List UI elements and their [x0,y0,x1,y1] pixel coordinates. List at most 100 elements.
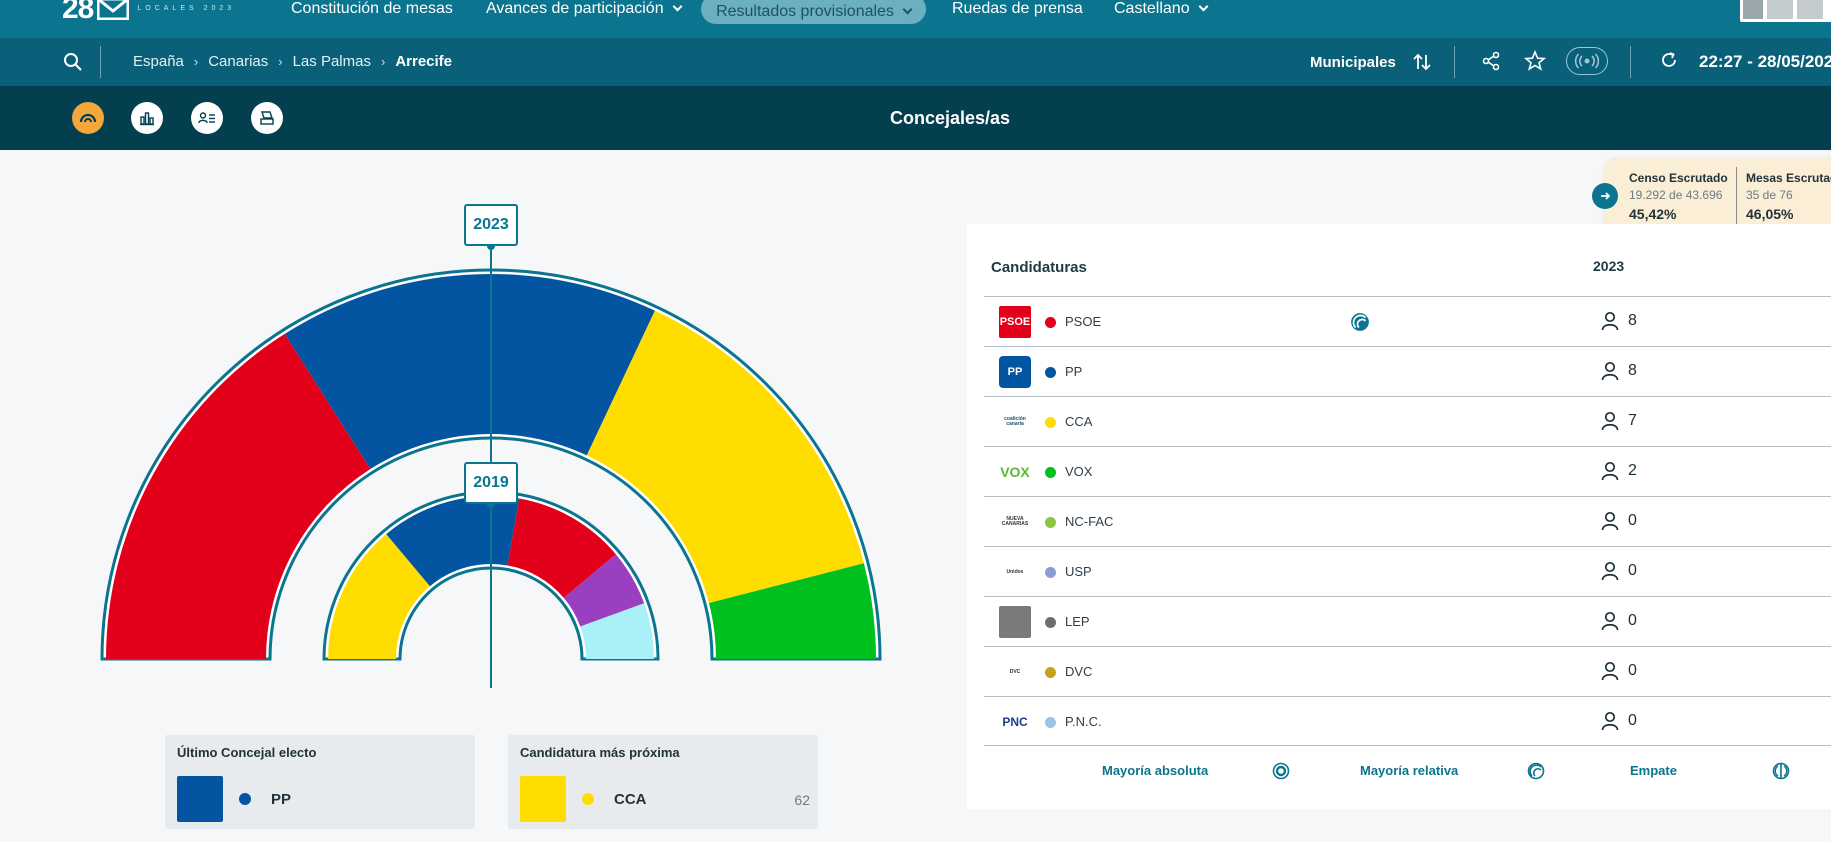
mesas-title: Mesas Escrutadas [1746,171,1831,185]
live-broadcast-icon[interactable] [1566,47,1608,75]
hemicycle-segment-2019-s0 [328,534,430,659]
table-row[interactable]: PNC P.N.C. 0 [984,696,1831,746]
breadcrumb-las-palmas[interactable]: Las Palmas [292,53,371,70]
election-type-label[interactable]: Municipales [1310,54,1396,71]
party-color-dot [1045,717,1056,728]
elecciones-logo[interactable]: 28 LOCALES 2023 [62,0,236,25]
view-candidates-button[interactable] [191,102,223,134]
closest-candidate-party: CCA [614,791,647,808]
tie-icon [1772,762,1790,780]
party-name: DVC [1065,664,1093,679]
censo-escrutado: Censo Escrutado 19.292 de 43.696 45,42% [1629,171,1728,222]
last-elected-color-swatch [177,776,223,822]
mesas-escrutadas: Mesas Escrutadas 35 de 76 46,05% [1746,171,1831,222]
star-icon[interactable] [1524,50,1546,72]
candidate-list-icon [198,112,215,124]
section-bar: Concejales/as [0,86,1831,150]
party-color-dot [1045,617,1056,628]
top-navigation: 28 LOCALES 2023 Constitución de mesas Av… [0,0,1831,38]
nav-label: Castellano [1114,0,1190,17]
party-name: PSOE [1065,314,1102,329]
arrow-right-icon [1601,192,1611,200]
divider [100,46,101,78]
view-ballot-button[interactable] [251,102,283,134]
party-logo: PP [999,356,1031,388]
nav-ruedas-prensa[interactable]: Ruedas de prensa [952,0,1083,18]
table-row[interactable]: NUEVA CANARIAS NC-FAC 0 [984,496,1831,546]
expand-summary-button[interactable] [1592,183,1618,209]
logo-number: 28 [62,0,94,25]
nav-avances-participacion[interactable]: Avances de participación [486,0,683,18]
mesas-count: 35 de 76 [1746,188,1793,202]
party-color-dot [1045,667,1056,678]
seat-count: 0 [1628,712,1637,729]
chevron-down-icon [902,4,913,15]
hemicycle-segment-2023-VOX [708,563,876,659]
envelope-icon [97,0,130,20]
candidaturas-table: Candidaturas 2023 PSOE PSOE 8 PP PP 8 coalició… [967,224,1831,809]
table-row[interactable]: DVC DVC 0 [984,646,1831,696]
party-logo: DVC [1009,668,1021,675]
table-row[interactable]: Unidos USP 0 [984,546,1831,596]
breadcrumb-separator: › [380,54,386,69]
breadcrumb-separator: › [278,54,283,69]
share-icon[interactable] [1481,51,1501,71]
hemicycle-segment-2023-CCA [586,310,864,604]
party-color-dot [1045,517,1056,528]
closest-candidate-color-swatch [520,776,566,822]
hemicycle-chart: 2023 2019 [80,200,910,710]
last-elected-party-dot [239,793,251,805]
breadcrumb-canarias[interactable]: Canarias [208,53,269,70]
seat-count: 8 [1628,312,1637,329]
breadcrumb-espana[interactable]: España [133,53,184,70]
last-update-datetime: 22:27 - 28/05/2023 [1699,52,1831,71]
table-row[interactable]: PP PP 8 [984,346,1831,396]
breadcrumb-separator: › [193,54,199,69]
party-logo: coalición canaria [1004,416,1026,427]
table-row[interactable]: coalición canaria CCA 7 [984,396,1831,446]
closest-candidate-votes: 62 [794,792,810,808]
party-color-dot [1045,417,1056,428]
party-logo: VOX [1000,464,1030,480]
hemicycle-segment-2019-s2 [507,498,616,598]
last-elected-card: Último Concejal electo PP [165,735,475,829]
refresh-icon[interactable] [1660,51,1678,69]
party-name: NC-FAC [1065,514,1114,529]
party-logo: PNC [1002,715,1028,729]
party-name: CCA [1065,414,1093,429]
divider [1454,46,1455,78]
search-icon[interactable] [63,52,83,72]
party-name: LEP [1065,614,1090,629]
nav-resultados-provisionales[interactable]: Resultados provisionales [701,0,926,24]
year-label-2023: 2023 [464,204,518,246]
language-selector[interactable]: Castellano [1114,0,1209,18]
party-name: P.N.C. [1065,714,1102,729]
view-bar-chart-button[interactable] [131,102,163,134]
table-row[interactable]: VOX VOX 2 [984,446,1831,496]
legend-empate: Empate [1630,763,1677,778]
hemicycle-svg [100,242,882,688]
divider [1630,46,1631,78]
hemicycle-segment-2019-s3 [563,554,645,627]
party-color-dot [1045,317,1056,328]
seat-count: 7 [1628,412,1637,429]
party-logo [999,606,1031,638]
table-row[interactable]: LEP 0 [984,596,1831,646]
person-icon [1601,411,1619,431]
hemicycle-segment-2019-s1 [386,496,520,587]
year-label-2019: 2019 [464,462,518,504]
relative-majority-icon [1527,762,1545,780]
logo-subtitle: LOCALES 2023 [137,5,236,12]
person-icon [1601,561,1619,581]
hemicycle-icon [79,113,97,123]
view-hemicycle-button[interactable] [72,102,104,134]
table-row[interactable]: PSOE PSOE 8 [984,296,1831,346]
nav-label: Constitución de mesas [291,0,453,17]
breadcrumb: España › Canarias › Las Palmas › Arrecif… [133,53,452,70]
chevron-down-icon [672,1,683,12]
hemicycle-segment-2019-s4 [580,603,654,659]
person-icon [1601,511,1619,531]
sort-icon[interactable] [1412,52,1432,72]
nav-constitucion-mesas[interactable]: Constitución de mesas [291,0,453,18]
party-logo: Unidos [1006,568,1024,575]
